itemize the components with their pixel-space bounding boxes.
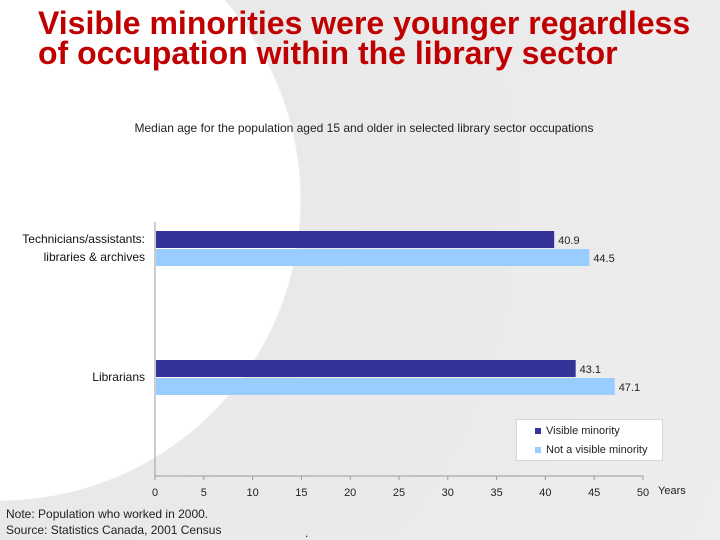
data-label: 44.5 (593, 253, 614, 265)
data-label: 40.9 (558, 235, 579, 247)
x-tick-label: 25 (393, 487, 405, 499)
legend-item-not-visible-minority: Not a visible minority (535, 444, 647, 456)
x-tick-label: 35 (490, 487, 502, 499)
bar-visible-minority (156, 360, 576, 377)
bar-not-visible-minority (156, 249, 590, 266)
footnote: Note: Population who worked in 2000. Sou… (6, 506, 221, 538)
category-label: libraries & archives (44, 250, 145, 264)
footnote-note: Note: Population who worked in 2000. (6, 507, 209, 521)
bar-not-visible-minority (156, 378, 615, 395)
x-tick-label: 15 (295, 487, 307, 499)
x-tick-label: 40 (539, 487, 551, 499)
chart-legend: Visible minority Not a visible minority (516, 419, 663, 461)
bar-visible-minority (156, 231, 555, 248)
legend-label: Visible minority (546, 425, 620, 437)
data-label: 43.1 (580, 364, 601, 376)
chart-subtitle: Median age for the population aged 15 an… (134, 121, 594, 135)
data-label: 47.1 (619, 382, 640, 394)
legend-label: Not a visible minority (546, 444, 648, 456)
page-title: Visible minorities were younger regardle… (38, 5, 691, 71)
stray-mark: . (305, 526, 309, 540)
x-axis-label: Years (658, 485, 686, 497)
category-label: Technicians/assistants: (22, 232, 145, 246)
legend-item-visible-minority: Visible minority (535, 425, 620, 437)
x-tick-label: 10 (246, 487, 258, 499)
x-tick-label: 5 (201, 487, 207, 499)
category-label: Librarians (92, 370, 145, 384)
x-tick-label: 50 (637, 487, 649, 499)
x-tick-label: 20 (344, 487, 356, 499)
footnote-source: Source: Statistics Canada, 2001 Census (6, 523, 222, 537)
legend-swatch (535, 428, 541, 434)
x-tick-label: 30 (442, 487, 454, 499)
legend-swatch (535, 447, 541, 453)
x-tick-label: 0 (152, 487, 158, 499)
x-tick-label: 45 (588, 487, 600, 499)
